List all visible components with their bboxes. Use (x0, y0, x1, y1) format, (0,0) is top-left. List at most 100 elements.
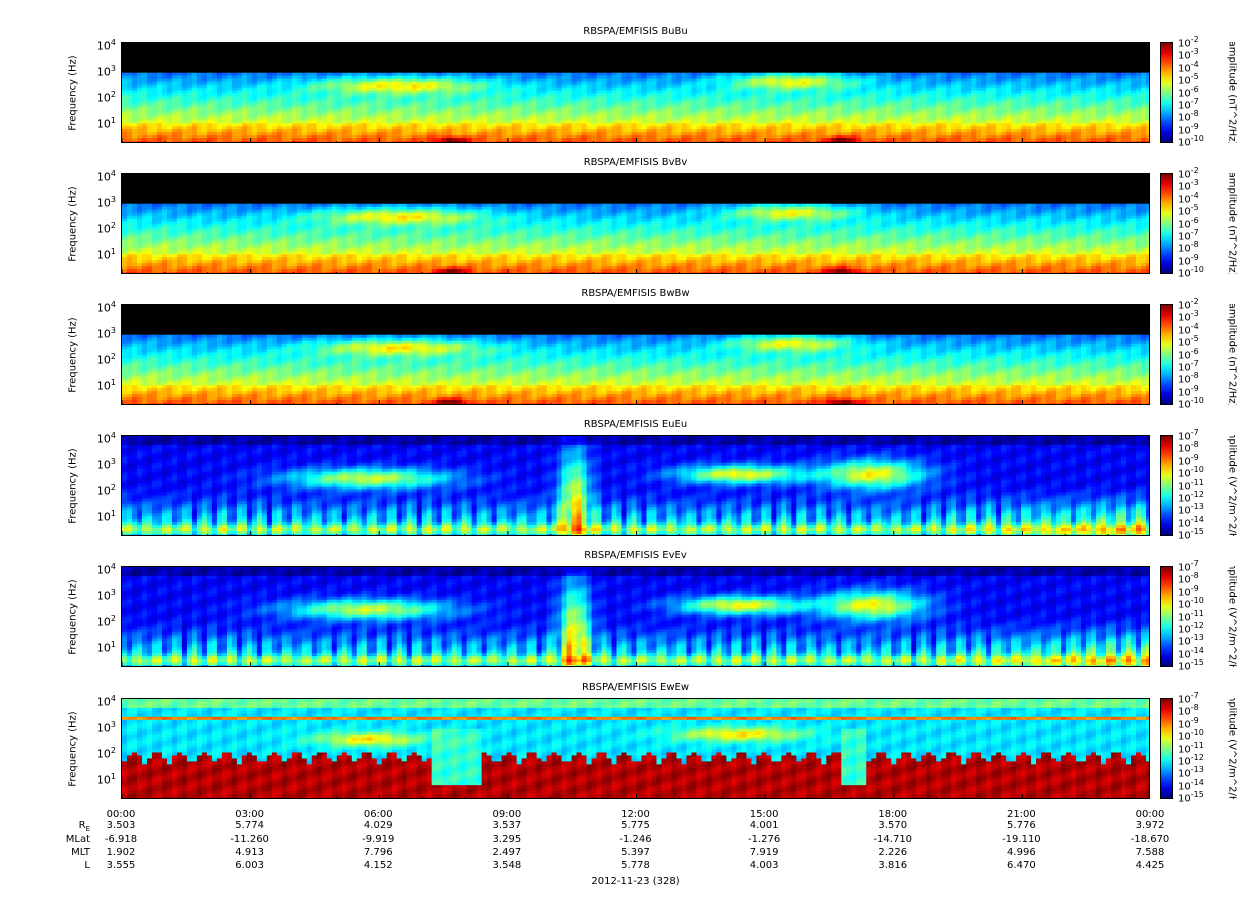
spectrogram-cell (661, 102, 668, 106)
spectrogram-cell (566, 66, 573, 71)
spectrogram-cell (781, 78, 787, 83)
spectrogram-cell (141, 141, 148, 142)
spectrogram-cell (136, 60, 143, 65)
spectrogram-cell (681, 48, 688, 53)
spectrogram-cell (266, 135, 273, 139)
spectrogram-cell (836, 87, 842, 92)
spectrogram-cell (711, 108, 718, 112)
spectrogram-cell (261, 141, 268, 142)
spectrogram-cell (686, 96, 693, 101)
spectrogram-cell (236, 105, 243, 109)
spectrogram-cell (471, 111, 478, 115)
spectrogram-cell (406, 48, 413, 53)
spectrogram-cell (781, 129, 787, 133)
spectrogram-cell (281, 114, 288, 118)
spectrogram-cell (276, 84, 283, 89)
spectrogram-cell (251, 138, 258, 142)
spectrogram-cell (386, 117, 393, 121)
spectrogram-cell (321, 75, 328, 80)
spectrogram-cell (731, 123, 738, 127)
spectrogram-cell (471, 114, 478, 118)
spectrogram-cell (716, 141, 723, 142)
spectrogram-cell (571, 66, 578, 71)
spectrogram-cell (256, 123, 263, 127)
spectrogram-cell (706, 87, 713, 92)
spectrogram-cell (161, 111, 168, 115)
spectrogram-cell (826, 102, 832, 106)
spectrogram-cell (686, 75, 693, 80)
spectrogram-cell (536, 78, 543, 83)
spectrogram-cell (536, 66, 543, 71)
spectrogram-cell (566, 132, 573, 136)
spectrogram-cell (451, 72, 458, 77)
spectrogram-cell (416, 45, 423, 50)
spectrogram-cell (656, 129, 663, 133)
spectrogram-cell (161, 105, 168, 109)
spectrogram-cell (641, 60, 648, 65)
spectrogram-cell (531, 111, 538, 115)
spectrogram-cell (486, 111, 493, 115)
spectrogram-cell (821, 108, 827, 112)
spectrogram-cell (546, 129, 553, 133)
spectrogram-cell (361, 84, 368, 89)
spectrogram-cell (656, 141, 663, 142)
spectrogram-cell (576, 75, 583, 80)
spectrogram-cell (551, 102, 558, 106)
spectrogram-cell (166, 138, 173, 142)
spectrogram-cell (441, 135, 448, 139)
spectrogram-cell (586, 51, 593, 56)
spectrogram-cell (751, 105, 757, 109)
spectrogram-cell (371, 43, 378, 47)
spectrogram-cell (241, 60, 248, 65)
spectrogram-cell (246, 57, 253, 62)
spectrogram-cell (541, 90, 548, 95)
spectrogram-cell (311, 108, 318, 112)
spectrogram-cell (321, 132, 328, 136)
spectrogram-cell (201, 84, 208, 89)
spectrogram-cell (176, 54, 183, 59)
spectrogram-cell (596, 90, 603, 95)
spectrogram-cell (441, 45, 448, 50)
spectrogram-cell (671, 126, 678, 130)
spectrogram-cell (751, 90, 757, 95)
spectrogram-cell (791, 99, 797, 104)
spectrogram-cell (596, 117, 603, 121)
spectrogram-cell (141, 96, 148, 101)
spectrogram-cell (766, 129, 772, 133)
spectrogram-cell (716, 63, 723, 68)
spectrogram-cell (356, 75, 363, 80)
spectrogram-cell (316, 54, 323, 59)
spectrogram-cell (631, 123, 638, 127)
spectrogram-cell (391, 102, 398, 106)
spectrogram-cell (371, 138, 378, 142)
spectrogram-cell (611, 135, 618, 139)
spectrogram-cell (506, 63, 513, 68)
spectrogram-cell (366, 60, 373, 65)
spectrogram-cell (711, 93, 718, 98)
spectrogram-cell (176, 123, 183, 127)
spectrogram-cell (371, 69, 378, 74)
spectrogram-cell (421, 84, 428, 89)
spectrogram-cell (661, 63, 668, 68)
spectrogram-cell (536, 43, 543, 47)
spectrogram-cell (521, 81, 528, 86)
spectrogram-cell (436, 135, 443, 139)
spectrogram-cell (711, 117, 718, 121)
spectrogram-cell (736, 78, 742, 83)
spectrogram-cell (221, 45, 228, 50)
spectrogram-cell (396, 57, 403, 62)
spectrogram-cell (251, 81, 258, 86)
spectrogram-cell (256, 96, 263, 101)
spectrogram-cell (461, 135, 468, 139)
spectrogram-cell (731, 111, 738, 115)
spectrogram-cell (781, 57, 787, 62)
spectrogram-cell (122, 99, 128, 104)
spectrogram-cell (571, 117, 578, 121)
spectrogram-cell (386, 132, 393, 136)
spectrogram-cell (691, 126, 698, 130)
spectrogram-cell (566, 72, 573, 77)
spectrogram-cell (741, 60, 747, 65)
spectrogram-cell (321, 102, 328, 106)
spectrogram-cell (831, 105, 837, 109)
spectrogram-cell (816, 126, 822, 130)
